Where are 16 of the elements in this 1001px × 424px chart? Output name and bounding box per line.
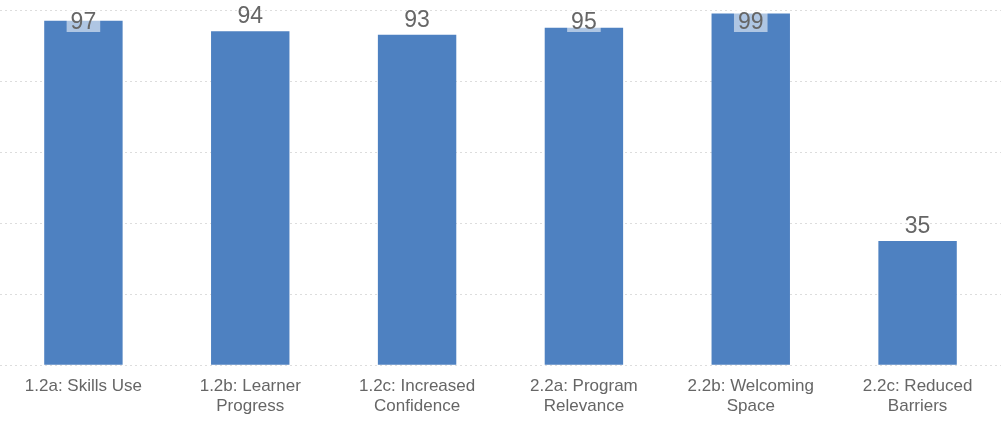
bar [377,34,457,365]
data-label: 35 [904,211,931,238]
x-tick-label: 1.2b: Learner Progress [199,376,302,416]
data-label: 95 [571,7,597,34]
x-tick-label: 1.2a: Skills Use [24,376,142,396]
x-tick-label: 2.2b: Welcoming Space [687,376,814,416]
x-tick-label: 2.2a: Program Relevance [530,376,638,416]
data-label: 94 [237,2,264,29]
x-tick-label: 1.2c: Increased Confidence [358,376,476,416]
data-label: 99 [737,7,764,34]
bar [878,240,957,365]
data-label: 93 [404,5,430,32]
bar [711,13,790,365]
bar [544,27,624,365]
x-tick-label: 2.2c: Reduced Barriers [862,376,973,416]
bar [211,31,290,365]
